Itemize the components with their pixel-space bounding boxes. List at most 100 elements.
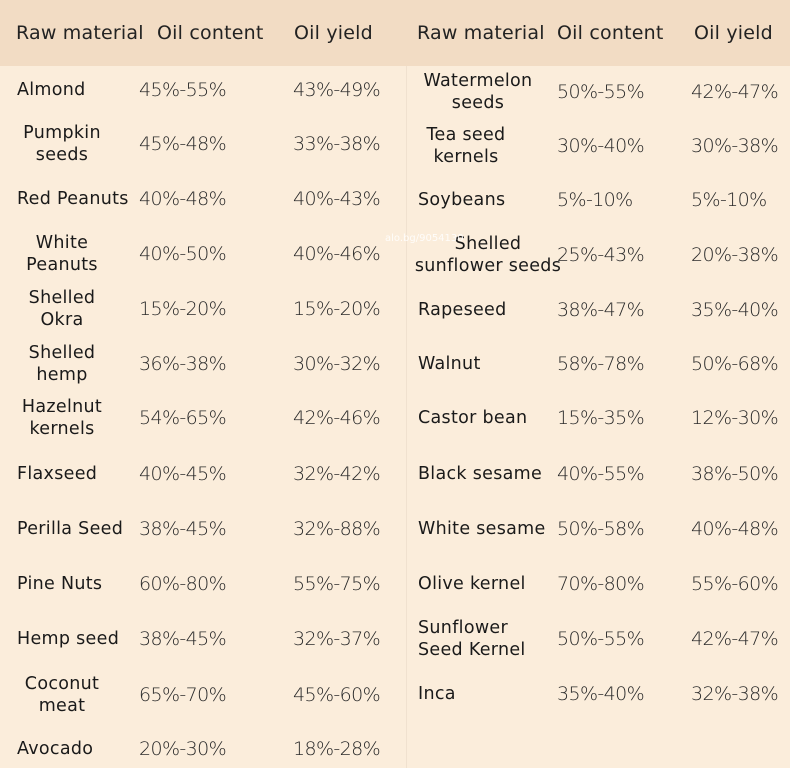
name-line: Peanuts bbox=[26, 255, 98, 275]
oil-content-value: 40%-50% bbox=[139, 243, 227, 265]
name-line: seeds bbox=[451, 93, 505, 113]
oil-yield-value: 30%-32% bbox=[293, 353, 381, 375]
oil-yield-value: 43%-49% bbox=[293, 79, 381, 101]
header-raw-material-right: Raw material bbox=[417, 22, 545, 44]
raw-material-name: White Peanuts bbox=[17, 232, 107, 276]
oil-yield-value: 55%-60% bbox=[691, 573, 779, 595]
raw-material-name: Red Peanuts bbox=[17, 189, 129, 209]
column-divider bbox=[406, 66, 407, 768]
raw-material-name: Perilla Seed bbox=[17, 519, 124, 539]
name-line: White bbox=[35, 233, 89, 253]
raw-material-name: Shelled sunflower seeds bbox=[408, 233, 568, 277]
oil-yield-value: 42%-46% bbox=[293, 407, 381, 429]
raw-material-name: Avocado bbox=[17, 739, 94, 759]
oil-content-value: 50%-58% bbox=[557, 518, 645, 540]
oil-yield-value: 32%-37% bbox=[293, 628, 381, 650]
oil-yield-value: 32%-38% bbox=[691, 683, 779, 705]
raw-material-name: Coconut meat bbox=[17, 673, 107, 717]
oil-content-value: 35%-40% bbox=[557, 683, 645, 705]
oil-content-value: 50%-55% bbox=[557, 81, 645, 103]
oil-content-value: 25%-43% bbox=[557, 244, 645, 266]
name-line: hemp bbox=[36, 365, 88, 385]
watermark: alo.bg/9054130 bbox=[385, 233, 464, 244]
name-line: Okra bbox=[40, 310, 84, 330]
name-line: Pumpkin bbox=[23, 123, 101, 143]
oil-yield-value: 45%-60% bbox=[293, 684, 381, 706]
raw-material-name: Walnut bbox=[418, 354, 481, 374]
header-raw-material: Raw material bbox=[16, 22, 144, 44]
oil-content-value: 65%-70% bbox=[139, 684, 227, 706]
name-line: sunflower seeds bbox=[414, 256, 562, 276]
raw-material-name: Tea seed kernels bbox=[416, 124, 516, 168]
oil-yield-value: 32%-88% bbox=[293, 518, 381, 540]
raw-material-name: Shelled Okra bbox=[17, 287, 107, 331]
oil-yield-value: 20%-38% bbox=[691, 244, 779, 266]
oil-yield-value: 40%-48% bbox=[691, 518, 779, 540]
name-line: Shelled bbox=[28, 288, 96, 308]
oil-yield-value: 15%-20% bbox=[293, 298, 381, 320]
raw-material-name: Black sesame bbox=[418, 464, 543, 484]
raw-material-name: Pine Nuts bbox=[17, 574, 103, 594]
oil-content-value: 38%-45% bbox=[139, 628, 227, 650]
oil-content-value: 50%-55% bbox=[557, 628, 645, 650]
name-line: kernels bbox=[433, 147, 499, 167]
oil-yield-value: 42%-47% bbox=[691, 81, 779, 103]
oil-yield-value: 40%-43% bbox=[293, 188, 381, 210]
name-line: seeds bbox=[35, 145, 89, 165]
oil-yield-value: 12%-30% bbox=[691, 407, 779, 429]
oil-content-value: 40%-48% bbox=[139, 188, 227, 210]
name-line: Shelled bbox=[28, 343, 96, 363]
oil-yield-value: 50%-68% bbox=[691, 353, 779, 375]
name-line: kernels bbox=[29, 419, 95, 439]
oil-yield-value: 38%-50% bbox=[691, 463, 779, 485]
oil-content-value: 40%-55% bbox=[557, 463, 645, 485]
oil-yield-value: 40%-46% bbox=[293, 243, 381, 265]
header-oil-content-right: Oil content bbox=[557, 22, 664, 44]
oil-content-value: 60%-80% bbox=[139, 573, 227, 595]
oil-content-value: 40%-45% bbox=[139, 463, 227, 485]
name-line: Watermelon bbox=[423, 71, 533, 91]
name-line: Tea seed bbox=[426, 125, 506, 145]
name-line: Hazelnut bbox=[21, 397, 103, 417]
oil-yield-value: 32%-42% bbox=[293, 463, 381, 485]
name-line: Sunflower bbox=[418, 618, 508, 638]
raw-material-name: Sunflower Seed Kernel bbox=[418, 617, 526, 661]
raw-material-name: Olive kernel bbox=[418, 574, 526, 594]
oil-content-value: 15%-35% bbox=[557, 407, 645, 429]
oil-content-value: 45%-48% bbox=[139, 133, 227, 155]
raw-material-name: Flaxseed bbox=[17, 464, 98, 484]
header-oil-yield-right: Oil yield bbox=[694, 22, 773, 44]
oil-content-value: 36%-38% bbox=[139, 353, 227, 375]
oil-yield-value: 5%-10% bbox=[691, 189, 767, 211]
header-oil-yield: Oil yield bbox=[294, 22, 373, 44]
raw-material-name: Soybeans bbox=[418, 190, 506, 210]
raw-material-name: Pumpkin seeds bbox=[17, 122, 107, 166]
oil-content-value: 20%-30% bbox=[139, 738, 227, 760]
oil-yield-value: 33%-38% bbox=[293, 133, 381, 155]
oil-yield-value: 18%-28% bbox=[293, 738, 381, 760]
name-line: meat bbox=[38, 696, 86, 716]
raw-material-name: Hazelnut kernels bbox=[17, 396, 107, 440]
raw-material-name: Inca bbox=[418, 684, 456, 704]
oil-content-value: 54%-65% bbox=[139, 407, 227, 429]
oil-yield-value: 42%-47% bbox=[691, 628, 779, 650]
oil-content-value: 58%-78% bbox=[557, 353, 645, 375]
oil-content-value: 38%-47% bbox=[557, 299, 645, 321]
raw-material-name: Shelled hemp bbox=[17, 342, 107, 386]
oil-yield-value: 55%-75% bbox=[293, 573, 381, 595]
oil-yield-value: 30%-38% bbox=[691, 135, 779, 157]
oil-content-value: 45%-55% bbox=[139, 79, 227, 101]
raw-material-name: Rapeseed bbox=[418, 300, 507, 320]
oil-content-value: 70%-80% bbox=[557, 573, 645, 595]
raw-material-name: Almond bbox=[17, 80, 86, 100]
raw-material-name: Watermelon seeds bbox=[418, 70, 538, 114]
table-header: Raw material Oil content Oil yield Raw m… bbox=[0, 0, 790, 66]
raw-material-name: Hemp seed bbox=[17, 629, 120, 649]
oil-content-value: 15%-20% bbox=[139, 298, 227, 320]
oil-content-value: 5%-10% bbox=[557, 189, 633, 211]
oil-content-value: 30%-40% bbox=[557, 135, 645, 157]
raw-material-name: Castor bean bbox=[418, 408, 528, 428]
name-line: Seed Kernel bbox=[418, 640, 526, 660]
oil-content-value: 38%-45% bbox=[139, 518, 227, 540]
name-line: Shelled bbox=[454, 234, 522, 254]
